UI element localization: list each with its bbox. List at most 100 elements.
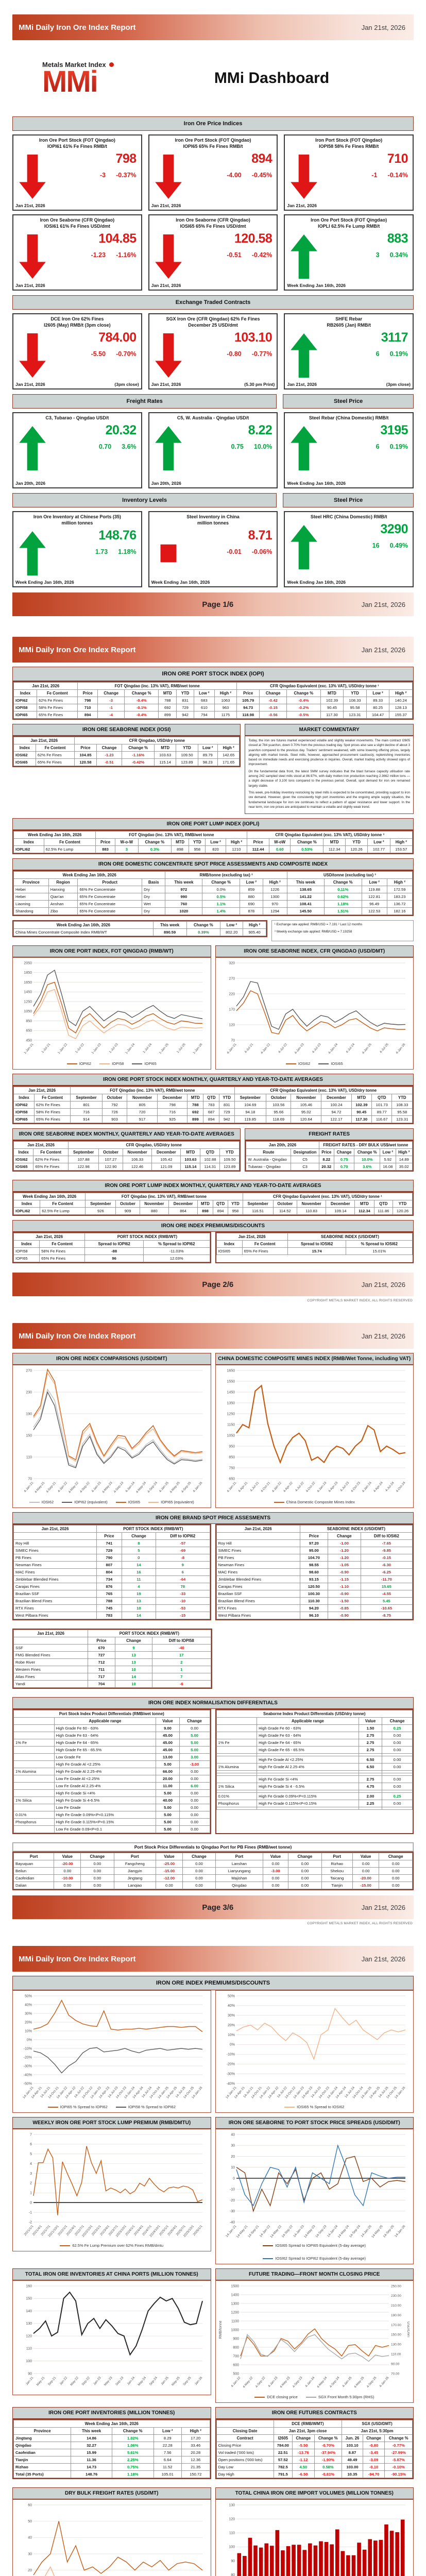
table-header-cell: YTD bbox=[393, 1200, 413, 1208]
kpi-value: 3195 bbox=[380, 423, 408, 438]
svg-text:4-Apr-24: 4-Apr-24 bbox=[372, 1481, 383, 1494]
kpi-change-pct: -0.42% bbox=[251, 251, 272, 259]
table-row: IOPI62 62% Fe Fines 801 792 805 798 788 783 831 1… bbox=[13, 1101, 413, 1109]
table-header-cell: Price bbox=[74, 744, 97, 752]
table-row: Tianjin 11.36 2.25% 6.64 12.36 bbox=[13, 2456, 210, 2464]
table-header-row: Price Change Diff to IOPI62 bbox=[13, 1532, 210, 1540]
bar bbox=[351, 2555, 355, 2576]
kpi-change: 0.75 bbox=[231, 443, 244, 451]
table-header-cell: USD/tonne (excluding tax) ³ bbox=[286, 871, 413, 879]
table-header-cell: Week Ending Jan 16th, 2026 bbox=[13, 831, 96, 839]
svg-text:2050: 2050 bbox=[24, 961, 32, 965]
svg-text:4-Jan-23: 4-Jan-23 bbox=[316, 1481, 328, 1494]
svg-text:4-Sep-22: 4-Sep-22 bbox=[254, 2376, 266, 2389]
kpi-change-pct: 3.6% bbox=[122, 443, 137, 451]
table-header-cell: This week bbox=[165, 878, 203, 887]
table-header-cell: MTD bbox=[197, 1200, 213, 1208]
svg-text:4-Oct-24: 4-Oct-24 bbox=[395, 1481, 406, 1494]
table-header-cell: Week Ending Jan 16th, 2026 bbox=[13, 921, 154, 929]
svg-text:190: 190 bbox=[26, 1412, 32, 1416]
table-header-cell: Change bbox=[182, 1853, 216, 1861]
table-row: RTX Fines 94.20 -0.85 -10.65 bbox=[216, 1604, 413, 1613]
logo-tagline: Metals Market Index bbox=[42, 61, 176, 69]
table-header-cell: YTD bbox=[176, 744, 198, 752]
port-inventories-table: Week Ending Jan 16th, 2026 Province This w… bbox=[12, 2419, 211, 2480]
table-header-cell: PORT STOCK INDEX (RMB/WT) bbox=[88, 1630, 211, 1638]
svg-text:700: 700 bbox=[233, 2354, 239, 2358]
series-line bbox=[33, 970, 203, 1027]
table-row: MAC Fines 98.60 -0.90 -6.25 bbox=[216, 1568, 413, 1577]
iopi-table: Jan 21st, 2026 FOT Qingdao (inc. 13% VAT)… bbox=[12, 681, 414, 720]
table-header-row: Jan 20th, 2026 FREIGHT RATES - DRY BULK U… bbox=[246, 1141, 413, 1149]
kpi-card: Steel Rebar (China Domestic) RMB/t 3195 6 0… bbox=[284, 412, 414, 488]
kpi-card: DCE Iron Ore 62% Fines I2605 (May) RMB/t … bbox=[12, 313, 142, 389]
table-header-cell: CFR Qingdao, USD/dry tonne bbox=[68, 1141, 240, 1149]
table-header-cell bbox=[216, 1717, 258, 1725]
legend-swatch-icon bbox=[29, 1501, 40, 1503]
kpi-change-pct: -0.37% bbox=[116, 172, 137, 179]
section-iopli-avg: IRON ORE PORT LUMP INDEX MONTHLY, QUARTE… bbox=[12, 1180, 414, 1192]
legend-swatch-icon bbox=[115, 2106, 126, 2108]
table-row: 0.01% High Fe Grade 0.09%<P<0.115% 2.00 0.2… bbox=[216, 1792, 413, 1801]
data-table: Jan 21st, 2026 PORT STOCK INDEX (RMB/WT) P… bbox=[13, 1525, 210, 1620]
table-row: Tubarao - Qingdao C3 20.32 0.70 3.6% 16.08 35.… bbox=[246, 1163, 413, 1171]
svg-text:1200: 1200 bbox=[231, 2311, 239, 2314]
table-header-cell: Jan 21st, 2026 bbox=[13, 1141, 69, 1149]
svg-text:650: 650 bbox=[229, 1477, 235, 1481]
port-differentials-table: Port Value Change Port Value Change Port Value C… bbox=[12, 1852, 414, 1891]
kpi-date: Week Ending Jan 16th, 2026 bbox=[151, 580, 210, 585]
table-header-row: Index Fe Content Price Change Change % MTD YTD… bbox=[13, 689, 413, 697]
chart-svg: 60504030201004-Jan-214-May-214-Sep-214-J… bbox=[28, 2503, 203, 2576]
table-header-cell: Index bbox=[13, 838, 44, 846]
svg-text:230: 230 bbox=[26, 1391, 32, 1394]
legend-swatch-icon bbox=[274, 1501, 284, 1503]
table-row: Caofeidian 15.99 5.61% 7.56 20.28 bbox=[13, 2449, 210, 2457]
section-iopli: IRON ORE PORT LUMP INDEX (IOPLI) bbox=[12, 818, 414, 831]
kpi-value: 3117 bbox=[381, 330, 408, 345]
svg-text:Jan-21: Jan-21 bbox=[25, 2376, 35, 2386]
kpi-card-title: C3, Tubarao - Qingdao USD/t bbox=[45, 415, 109, 420]
kpi-date: Jan 21st, 2026 bbox=[287, 382, 317, 387]
table-header-cell: Week Ending Jan 16th, 2026 bbox=[13, 871, 166, 879]
page-footer-2: Page 2/6 Jan 21st, 2026 bbox=[12, 1273, 414, 1297]
table-header-cell: RMB/tonne (excluding tax) ³ bbox=[165, 871, 287, 879]
down-arrow-icon bbox=[155, 155, 182, 199]
copyright: COPYRIGHT METALS MARKET INDEX, ALL RIGHT… bbox=[307, 1922, 413, 1926]
table-row: Shandong Zibo 65% Fe Concentrate Dry 1020 1.4… bbox=[13, 907, 413, 916]
page-1: MMi Daily Iron Ore Index Report Jan 21st… bbox=[12, 0, 414, 616]
table-row: Brazilian Blend Fines 788 13 -10 bbox=[13, 1597, 210, 1605]
port-index-chart: 2050 1850 1650 1450 1250 1050 850 650 450 1-Jan-2… bbox=[12, 957, 211, 1070]
table-header-row: Index Fe Content Price Change Change % MTD YTD… bbox=[13, 744, 240, 752]
section-price-indices: Iron Ore Price Indices bbox=[12, 116, 414, 131]
svg-text:4-Sep-25: 4-Sep-25 bbox=[181, 1481, 192, 1494]
legend-swatch-icon bbox=[47, 2106, 58, 2108]
svg-text:14-Sep-24: 14-Sep-24 bbox=[348, 2225, 361, 2239]
legend-item: IOSI65 Spread to IOPI65 Equivalent (5-da… bbox=[263, 2243, 366, 2248]
table-row: IOPI65 65% Fe Fines 96 12.03% bbox=[13, 1255, 210, 1263]
svg-text:4-Jan-26: 4-Jan-26 bbox=[192, 1481, 203, 1494]
svg-text:Jan-22: Jan-22 bbox=[59, 2376, 68, 2386]
table-header-cell: YTD bbox=[343, 689, 367, 697]
chart-legend: IOSI62 IOPI62 (equivalent) IOSI65 IOPI65 (e… bbox=[14, 1499, 210, 1506]
table-row: Newman Fines 98.55 -1.05 -6.30 bbox=[216, 1561, 413, 1569]
legend-swatch-icon bbox=[60, 2245, 71, 2246]
table-header-cell: Index bbox=[13, 744, 36, 752]
chart-svg: 1650 1550 1450 1350 1250 1150 1050 950 850 750 650… bbox=[226, 1369, 406, 1494]
legend-swatch-icon bbox=[318, 1063, 329, 1064]
chart-svg: 76543210-1-22021/1/12021/4/12021/7/12021… bbox=[23, 2133, 203, 2238]
legend-swatch-icon bbox=[66, 1063, 77, 1064]
svg-text:120: 120 bbox=[26, 2335, 32, 2338]
footer-date: Jan 21st, 2026 bbox=[361, 600, 405, 608]
total-inventories-chart: 160 150 140 130 120 110 100 90 Jan-21 May-21 Sep-2… bbox=[12, 2280, 211, 2396]
brand-seaborne-62-table: Jan 21st, 2026 SEABORNE INDEX (USD/DMT) Pr… bbox=[215, 1524, 414, 1621]
table-row: IOPI58 58% Fe Fines -88 -11.03% bbox=[13, 1247, 210, 1256]
section-domestic: IRON ORE DOMESTIC CONCENTRATE SPOT PRICE… bbox=[12, 858, 414, 871]
legend-item: IOSI65 bbox=[115, 1500, 140, 1504]
table-header-row: Index Fe Content September October November D… bbox=[13, 1200, 413, 1208]
svg-text:-10%: -10% bbox=[24, 2047, 32, 2050]
legend-item: IOSI65 bbox=[318, 1061, 343, 1066]
svg-text:-40%: -40% bbox=[24, 2073, 32, 2077]
svg-text:4-Jan-23: 4-Jan-23 bbox=[91, 1481, 102, 1494]
kpi-date: Week Ending Jan 16th, 2026 bbox=[287, 580, 346, 585]
svg-text:USD/DMT: USD/DMT bbox=[406, 2321, 410, 2338]
